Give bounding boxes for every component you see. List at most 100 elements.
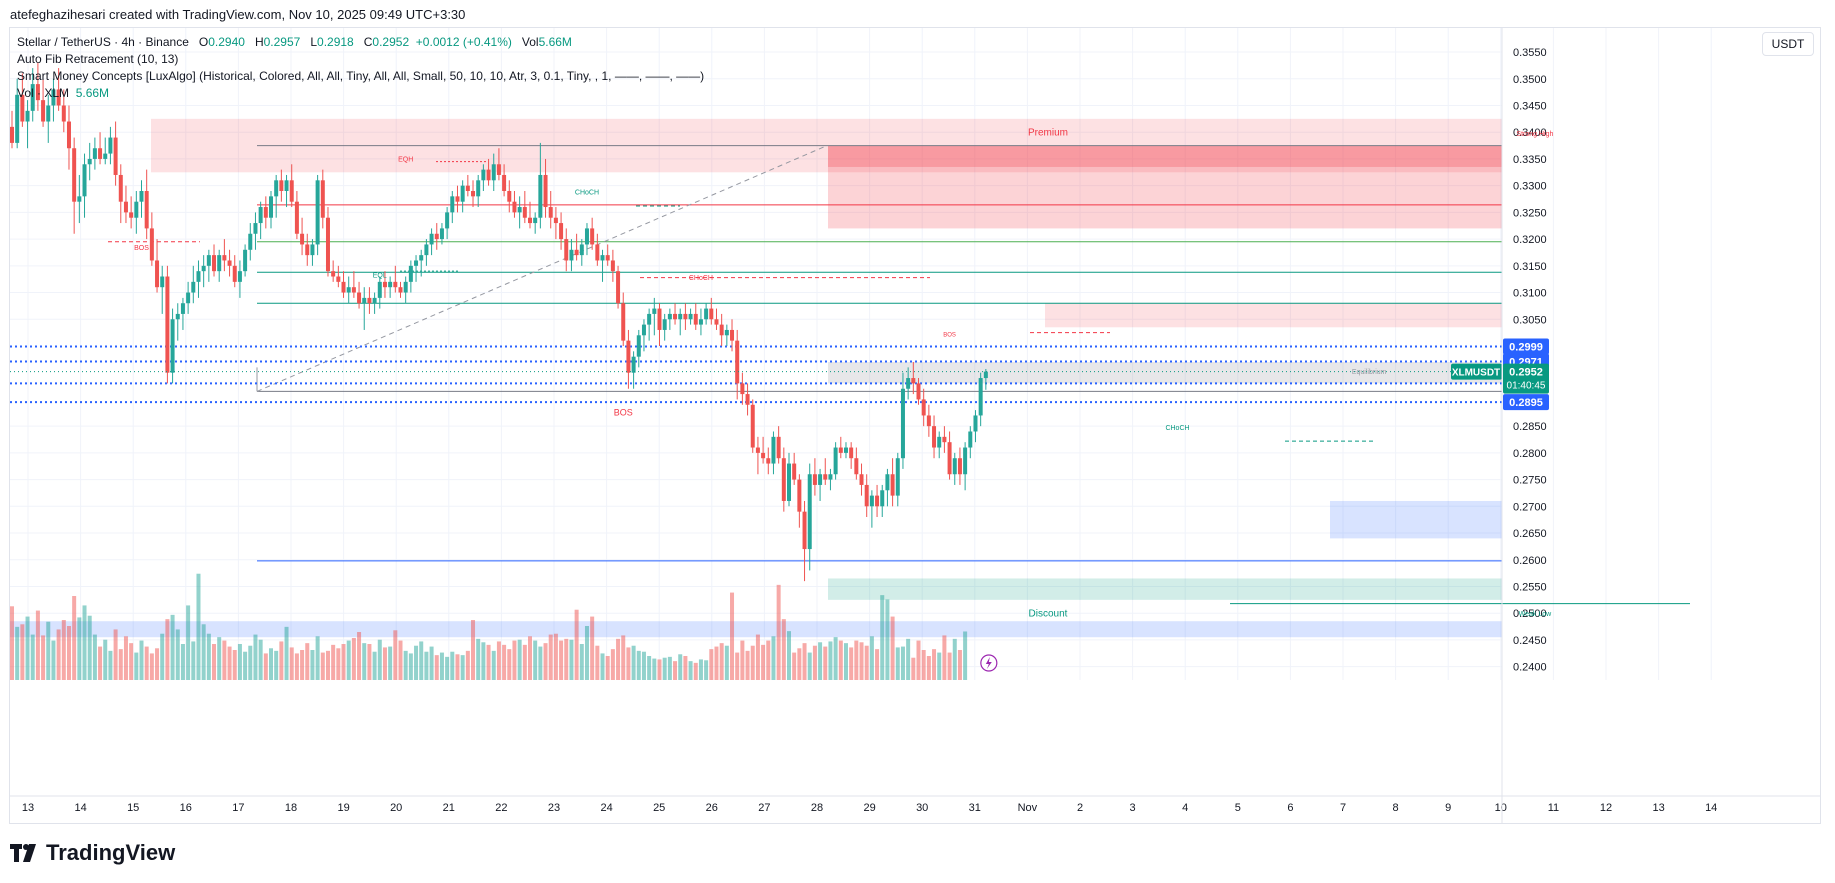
candle-body: [445, 212, 450, 229]
candle-body: [248, 233, 253, 250]
candle-body: [548, 207, 553, 218]
candle-body: [947, 442, 952, 475]
legend-close-value: 0.2952: [372, 35, 410, 49]
volume-bar: [807, 652, 812, 680]
candle-body: [807, 474, 812, 550]
volume-bar: [144, 646, 149, 680]
tradingview-logo[interactable]: TradingView: [10, 840, 175, 866]
candle-body: [165, 276, 170, 373]
candle-body: [869, 495, 874, 507]
candle-body: [605, 255, 610, 261]
candle-body: [496, 164, 501, 175]
volume-bar: [496, 641, 501, 680]
volume-bar: [253, 634, 258, 680]
price-axis-label: 0.3400: [1513, 127, 1547, 139]
candle-body: [186, 292, 191, 304]
time-axis-label: 22: [495, 802, 507, 814]
volume-bar: [512, 640, 517, 680]
volume-bar: [522, 644, 527, 680]
price-axis-label: 0.3200: [1513, 234, 1547, 246]
candle-body: [212, 255, 217, 272]
candle-body: [818, 474, 823, 485]
volume-bar: [818, 642, 823, 680]
time-axis-label: 26: [706, 802, 718, 814]
legend-indicator-smc[interactable]: Smart Money Concepts [LuxAlgo] (Historic…: [17, 69, 705, 83]
volume-bar: [621, 635, 626, 680]
volume-bar: [155, 648, 160, 680]
symbol-tag[interactable]: [1451, 363, 1502, 380]
volume-bar: [160, 633, 165, 680]
legend-ohlc-row[interactable]: Stellar / TetherUS · 4h · Binance O0.294…: [17, 34, 704, 51]
candle-body: [108, 137, 113, 154]
candle-body: [243, 249, 248, 272]
candle-body: [476, 180, 481, 197]
volume-bar: [709, 649, 714, 680]
candle-body: [46, 105, 51, 122]
legend-indicator-volume[interactable]: Vol · XLM 5.66M: [17, 85, 704, 102]
volume-bar: [201, 624, 206, 680]
candle-body: [724, 329, 729, 336]
candle-body: [217, 255, 222, 272]
discount-zone: [10, 621, 1502, 638]
candle-body: [636, 335, 641, 357]
volume-bar: [217, 637, 222, 680]
volume-bar: [61, 620, 66, 680]
last-price-tag[interactable]: [1503, 363, 1549, 394]
volume-bar: [693, 662, 698, 680]
volume-bar: [429, 646, 434, 680]
lightning-icon-glyph: [985, 657, 992, 669]
volume-bar: [812, 645, 817, 680]
price-axis-label: 0.3100: [1513, 288, 1547, 300]
candle-body: [512, 201, 517, 213]
volume-bar: [393, 630, 398, 680]
candle-body: [398, 287, 403, 293]
volume-bar: [41, 635, 46, 680]
candle-body: [382, 281, 387, 288]
volume-bar: [460, 655, 465, 680]
smc-label: Discount: [1029, 608, 1068, 619]
candle-body: [843, 447, 848, 453]
candle-body: [569, 249, 574, 261]
candle-body: [284, 180, 289, 191]
candle-body: [20, 94, 25, 122]
volume-bar: [77, 617, 82, 680]
price-tag[interactable]: [1503, 394, 1549, 411]
candle-body: [797, 479, 802, 512]
candle-body: [41, 100, 46, 122]
volume-bar: [952, 638, 957, 680]
candle-body: [315, 180, 320, 245]
candle-body: [439, 228, 444, 240]
legend-indicator-fib[interactable]: Auto Fib Retracement (10, 13): [17, 52, 179, 66]
candle-body: [968, 431, 973, 448]
candle-body: [357, 292, 362, 304]
price-axis-label: 0.3050: [1513, 314, 1547, 326]
candle-body: [98, 148, 103, 159]
candle-body: [926, 415, 931, 427]
volume-bar: [906, 638, 911, 680]
volume-bar: [616, 638, 621, 680]
equilibrium-zone: [828, 362, 1502, 384]
candle-body: [502, 174, 507, 191]
candle-body: [227, 260, 232, 266]
candle-body: [719, 324, 724, 336]
candle-body: [631, 356, 636, 373]
candle-body: [849, 447, 854, 459]
candle-body: [859, 474, 864, 485]
candle-body: [522, 207, 527, 218]
volume-bar: [486, 644, 491, 680]
candle-body: [900, 388, 905, 459]
price-tag[interactable]: [1503, 338, 1549, 355]
volume-bar: [51, 640, 56, 680]
candle-body: [139, 191, 144, 202]
time-axis-label: 4: [1182, 802, 1188, 814]
candle-body: [740, 383, 745, 395]
candle-body: [35, 84, 40, 101]
volume-bar: [103, 639, 108, 680]
price-axis-label: 0.3350: [1513, 154, 1547, 166]
volume-bar: [191, 641, 196, 680]
currency-selector[interactable]: USDT: [1762, 32, 1814, 56]
time-axis-label: 30: [916, 802, 928, 814]
volume-bar: [388, 646, 393, 680]
attribution-text: atefeghazihesari created with TradingVie…: [10, 7, 466, 22]
